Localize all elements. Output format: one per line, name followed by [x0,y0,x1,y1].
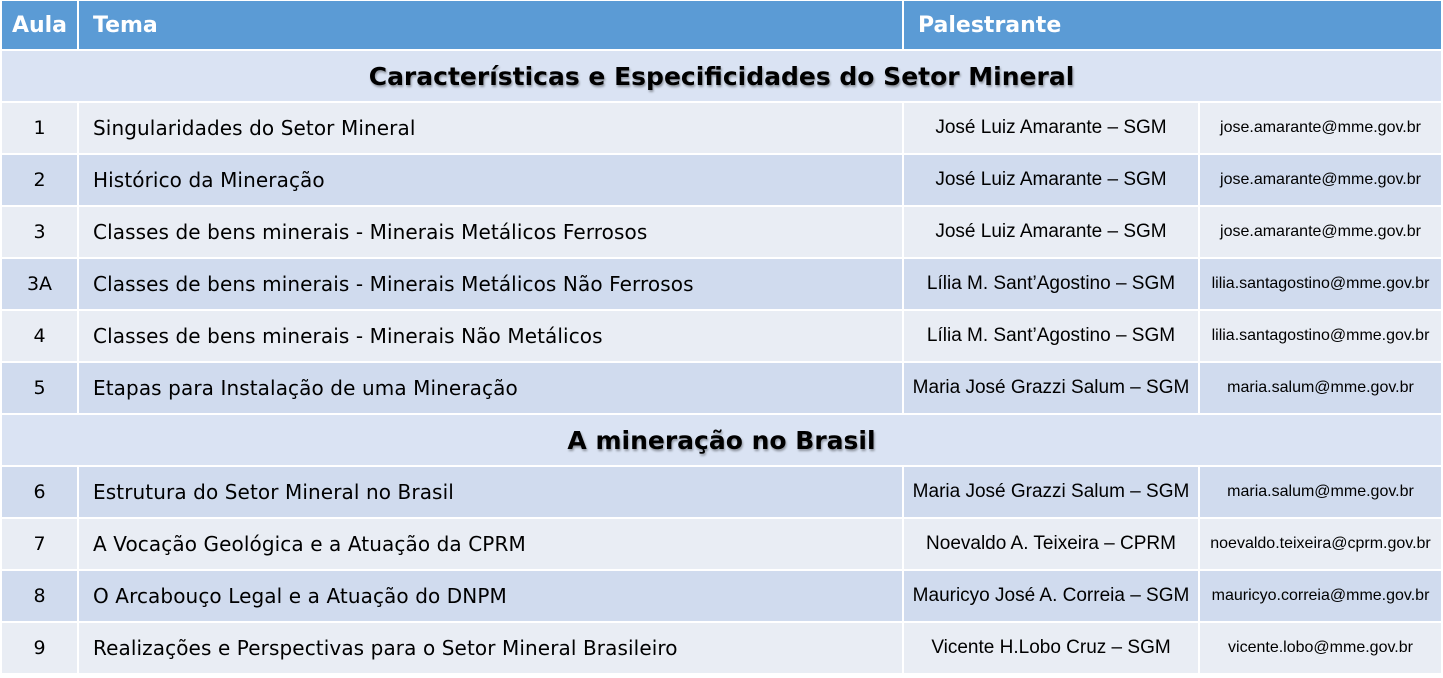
email-cell: jose.amarante@mme.gov.br [1200,103,1441,155]
header-tema: Tema [79,1,904,51]
email-cell: lilia.santagostino@mme.gov.br [1200,259,1441,311]
aula-number: 1 [2,103,79,155]
tema-cell: Histórico da Mineração [79,155,904,207]
aula-number: 5 [2,363,79,415]
email-cell: maria.salum@mme.gov.br [1200,363,1441,415]
table-row: 3 Classes de bens minerais - Minerais Me… [2,207,1441,259]
palestrante-cell: Noevaldo A. Teixeira – CPRM [904,519,1200,571]
section-row: Características e Especificidades do Set… [2,51,1441,103]
table-row: 7 A Vocação Geológica e a Atuação da CPR… [2,519,1441,571]
palestrante-cell: Lília M. Sant’Agostino – SGM [904,259,1200,311]
email-cell: noevaldo.teixeira@cprm.gov.br [1200,519,1441,571]
tema-cell: Singularidades do Setor Mineral [79,103,904,155]
aula-number: 3 [2,207,79,259]
tema-cell: Classes de bens minerais - Minerais Metá… [79,207,904,259]
email-cell: lilia.santagostino@mme.gov.br [1200,311,1441,363]
tema-cell: Classes de bens minerais - Minerais Metá… [79,259,904,311]
tema-cell: Etapas para Instalação de uma Mineração [79,363,904,415]
palestrante-cell: José Luiz Amarante – SGM [904,155,1200,207]
table-row: 4 Classes de bens minerais - Minerais Nã… [2,311,1441,363]
header-row: Aula Tema Palestrante [2,1,1441,51]
aula-number: 7 [2,519,79,571]
tema-cell: A Vocação Geológica e a Atuação da CPRM [79,519,904,571]
palestrante-cell: Lília M. Sant’Agostino – SGM [904,311,1200,363]
tema-cell: Classes de bens minerais - Minerais Não … [79,311,904,363]
section-title: Características e Especificidades do Set… [2,51,1441,103]
table-row: 1 Singularidades do Setor Mineral José L… [2,103,1441,155]
aula-number: 4 [2,311,79,363]
email-cell: jose.amarante@mme.gov.br [1200,207,1441,259]
table-row: 9 Realizações e Perspectivas para o Seto… [2,623,1441,675]
section-row: A mineração no Brasil [2,415,1441,467]
palestrante-cell: Maria José Grazzi Salum – SGM [904,363,1200,415]
email-cell: jose.amarante@mme.gov.br [1200,155,1441,207]
palestrante-cell: Maria José Grazzi Salum – SGM [904,467,1200,519]
palestrante-cell: Mauricyo José A. Correia – SGM [904,571,1200,623]
table-row: 8 O Arcabouço Legal e a Atuação do DNPM … [2,571,1441,623]
tema-cell: O Arcabouço Legal e a Atuação do DNPM [79,571,904,623]
tema-cell: Estrutura do Setor Mineral no Brasil [79,467,904,519]
table-row: 5 Etapas para Instalação de uma Mineraçã… [2,363,1441,415]
header-aula: Aula [2,1,79,51]
palestrante-cell: José Luiz Amarante – SGM [904,207,1200,259]
table-row: 3A Classes de bens minerais - Minerais M… [2,259,1441,311]
section-title: A mineração no Brasil [2,415,1441,467]
palestrante-cell: Vicente H.Lobo Cruz – SGM [904,623,1200,675]
aula-number: 8 [2,571,79,623]
tema-cell: Realizações e Perspectivas para o Setor … [79,623,904,675]
aula-number: 2 [2,155,79,207]
aula-number: 3A [2,259,79,311]
email-cell: mauricyo.correia@mme.gov.br [1200,571,1441,623]
email-cell: maria.salum@mme.gov.br [1200,467,1441,519]
palestrante-cell: José Luiz Amarante – SGM [904,103,1200,155]
table-row: 2 Histórico da Mineração José Luiz Amara… [2,155,1441,207]
table-row: 6 Estrutura do Setor Mineral no Brasil M… [2,467,1441,519]
email-cell: vicente.lobo@mme.gov.br [1200,623,1441,675]
aula-number: 9 [2,623,79,675]
header-palestrante: Palestrante [904,1,1441,51]
aula-number: 6 [2,467,79,519]
